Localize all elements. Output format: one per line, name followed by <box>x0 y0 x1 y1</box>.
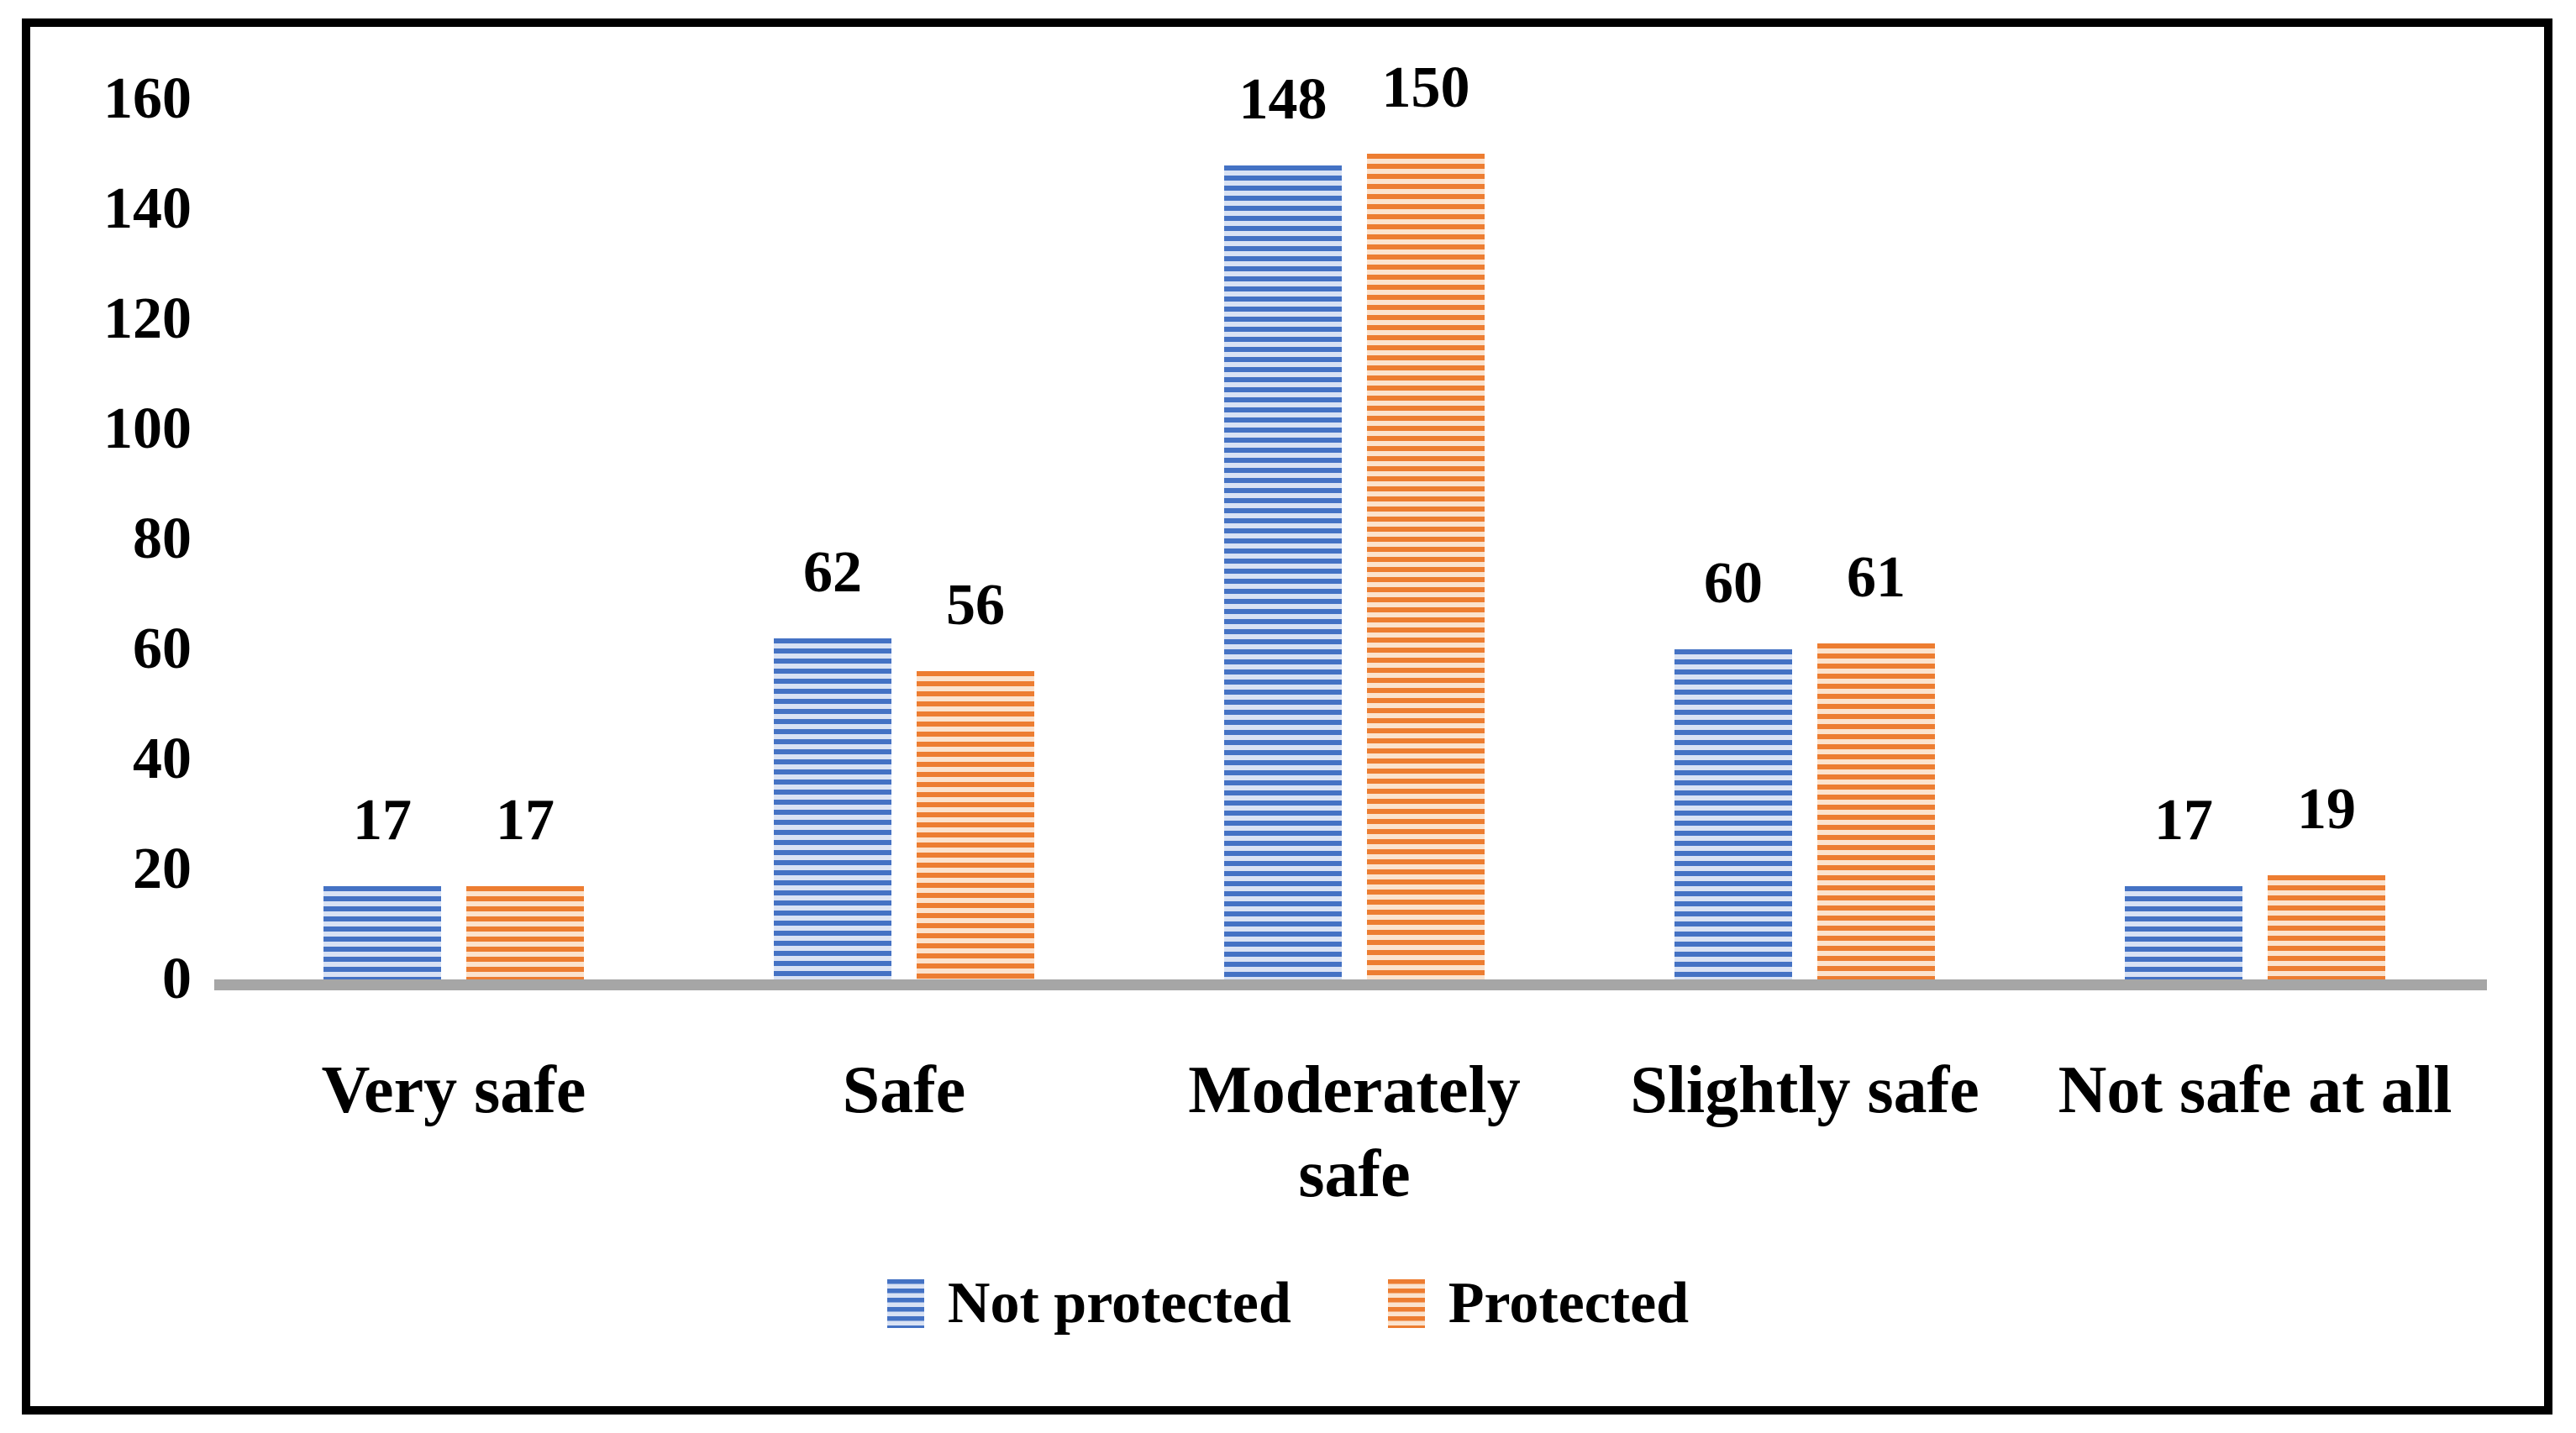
x-axis-category-label: Slightly safe <box>1536 1048 2074 1132</box>
bar-value-label: 17 <box>2154 788 2213 853</box>
bar-protected-very-safe <box>466 886 584 979</box>
bar-value-label: 148 <box>1238 67 1327 132</box>
bar-protected-safe <box>917 671 1034 979</box>
bar-value-label: 62 <box>803 540 862 605</box>
bar-value-label: 60 <box>1704 551 1763 616</box>
y-axis-tick-label: 120 <box>103 286 192 351</box>
x-axis-category-label-line: Slightly safe <box>1630 1053 1979 1127</box>
y-axis-tick-label: 160 <box>103 66 192 131</box>
legend-item-not-protected: Not protected <box>886 1270 1291 1337</box>
legend: Not protected Protected <box>0 1270 2576 1337</box>
y-axis-tick-label: 0 <box>162 947 192 1011</box>
x-axis-category-label: Moderately safe <box>1086 1048 1623 1216</box>
bar-protected-not-safe-at-all <box>2268 875 2385 979</box>
x-axis-category-label-line: safe <box>1298 1137 1411 1211</box>
x-axis-category-label-line: Not safe at all <box>2058 1053 2452 1127</box>
x-axis-category-label-line: Very safe <box>321 1053 586 1127</box>
x-axis-category-label-line: Moderately <box>1188 1053 1521 1127</box>
bar-not-protected-slightly-safe <box>1674 649 1792 979</box>
bar-not-protected-very-safe <box>323 886 441 979</box>
y-axis-tick-label: 20 <box>133 837 192 901</box>
y-axis-tick-label: 140 <box>103 176 192 241</box>
bar-value-label: 17 <box>353 788 412 853</box>
bar-not-protected-not-safe-at-all <box>2125 886 2242 979</box>
x-axis-category-label: Safe <box>635 1048 1173 1132</box>
bar-protected-moderately-safe <box>1367 154 1485 979</box>
bar-value-label: 61 <box>1847 545 1906 610</box>
y-axis-tick-label: 100 <box>103 396 192 461</box>
bar-value-label: 19 <box>2297 777 2356 842</box>
legend-label: Protected <box>1448 1271 1690 1336</box>
legend-item-protected: Protected <box>1387 1270 1690 1337</box>
x-axis-category-label: Very safe <box>185 1048 723 1132</box>
legend-swatch-not-protected <box>886 1279 924 1328</box>
bar-not-protected-safe <box>774 638 891 979</box>
bar-value-label: 150 <box>1381 55 1470 120</box>
chart-outer-frame <box>22 18 2552 1415</box>
bar-value-label: 56 <box>946 573 1005 638</box>
legend-swatch-protected <box>1387 1279 1425 1328</box>
bar-value-label: 17 <box>496 788 555 853</box>
x-axis-category-label-line: Safe <box>842 1053 966 1127</box>
x-axis-line <box>214 979 2487 990</box>
y-axis-tick-label: 40 <box>133 727 192 791</box>
bar-protected-slightly-safe <box>1817 643 1935 979</box>
legend-label: Not protected <box>947 1271 1291 1336</box>
bar-not-protected-moderately-safe <box>1224 165 1342 979</box>
y-axis-tick-label: 60 <box>133 617 192 681</box>
y-axis-tick-label: 80 <box>133 507 192 571</box>
x-axis-category-label: Not safe at all <box>1986 1048 2524 1132</box>
